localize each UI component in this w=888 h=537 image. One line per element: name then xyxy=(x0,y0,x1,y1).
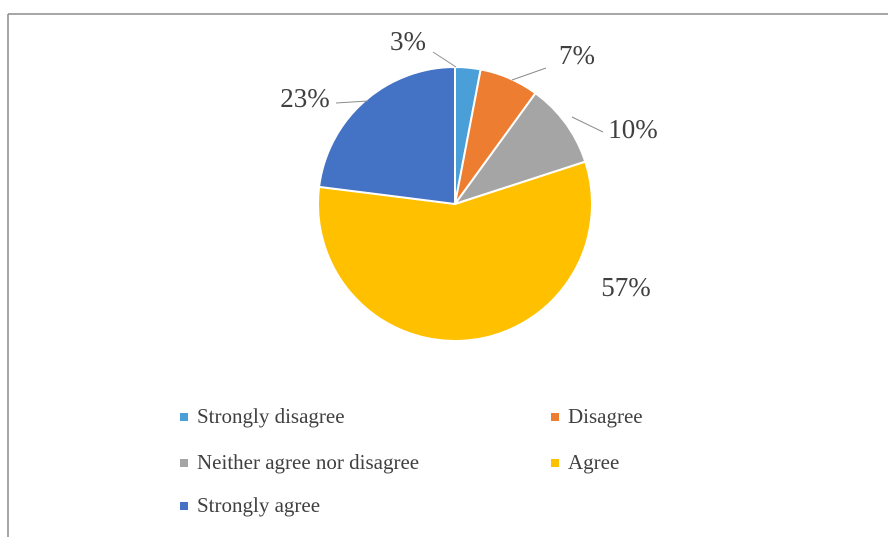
data-label: 23% xyxy=(280,83,330,113)
legend-item: Strongly agree xyxy=(180,493,320,518)
data-label: 7% xyxy=(559,40,595,70)
leader-line xyxy=(432,51,457,68)
legend-item: Strongly disagree xyxy=(180,404,345,429)
pie-slice-agree xyxy=(317,160,593,342)
leader-lines xyxy=(335,51,604,133)
legend-label: Disagree xyxy=(568,404,643,428)
pie-slices xyxy=(317,65,593,342)
legend-swatch xyxy=(551,458,559,467)
legend-item: Agree xyxy=(551,450,619,475)
data-label: 3% xyxy=(390,26,426,56)
legend-item: Disagree xyxy=(551,404,643,429)
legend-swatch xyxy=(180,458,188,467)
legend-swatch xyxy=(551,412,559,421)
leader-line xyxy=(571,116,604,133)
pie-slice-strongly-agree xyxy=(317,65,456,206)
legend-swatch xyxy=(180,412,188,421)
leader-line xyxy=(335,100,369,104)
leader-line xyxy=(511,67,547,81)
legend-label: Strongly disagree xyxy=(197,404,345,428)
data-labels: 3% 7% 10% 57% 23% xyxy=(280,26,658,302)
data-label: 10% xyxy=(608,114,658,144)
legend-swatch xyxy=(180,501,188,510)
pie-slice-neither-agree-nor-disagree xyxy=(452,91,587,206)
legend-label: Neither agree nor disagree xyxy=(197,450,420,474)
legend-item: Neither agree nor disagree xyxy=(180,450,419,475)
legend-label: Agree xyxy=(568,450,620,474)
legend-label: Strongly agree xyxy=(197,493,321,517)
data-label: 57% xyxy=(601,272,651,302)
